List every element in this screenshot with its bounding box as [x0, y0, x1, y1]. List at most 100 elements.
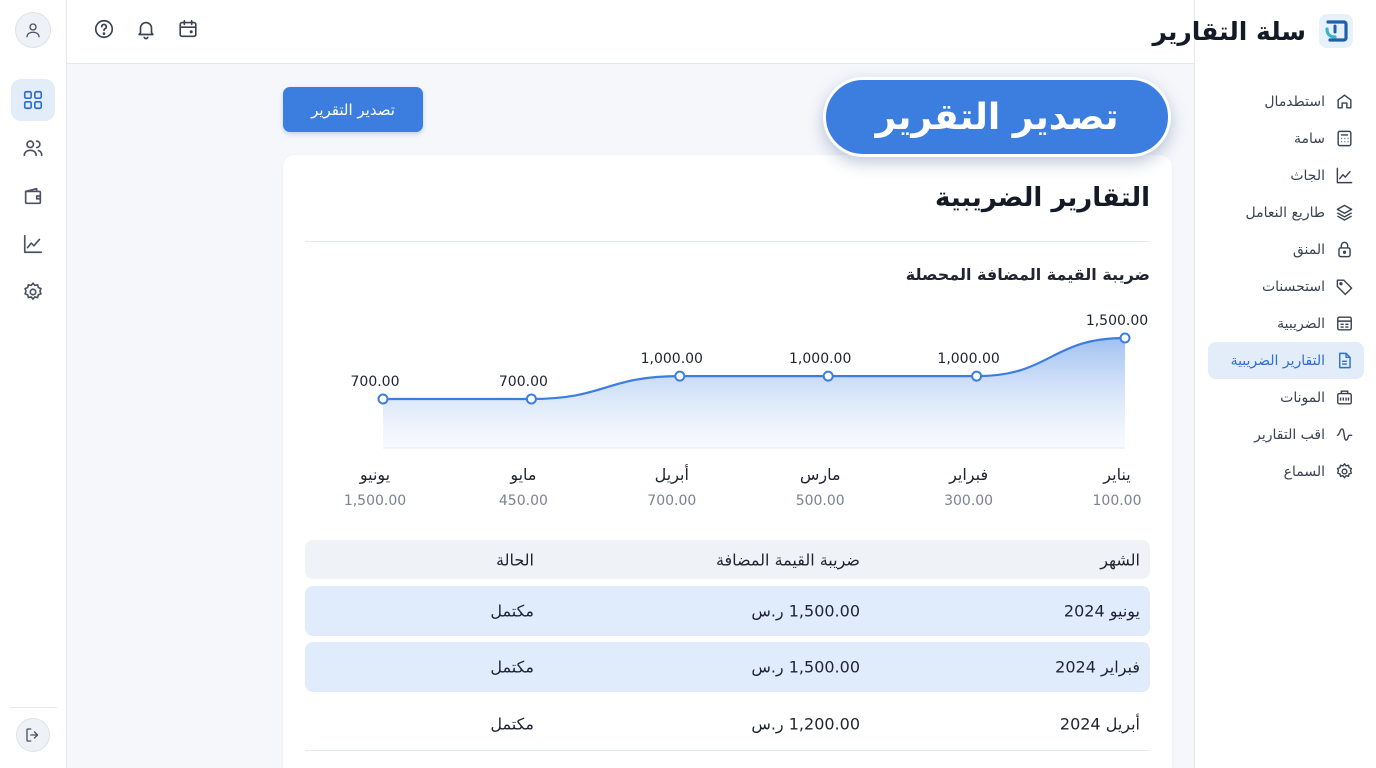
- rail-wallet-button[interactable]: [11, 175, 55, 217]
- x-sub-label: 300.00: [944, 493, 993, 509]
- sidebar-item-label: استحسنات: [1261, 278, 1325, 295]
- sidebar-item-label: المونات: [1280, 389, 1325, 406]
- rail-divider: [10, 707, 57, 708]
- data-point: [674, 370, 686, 382]
- export-report-callout-button[interactable]: تصدير التقرير: [823, 77, 1171, 157]
- data-label: 1,000.00: [641, 351, 703, 367]
- left-rail: [0, 0, 67, 768]
- x-tick-label: أبريل: [655, 464, 689, 485]
- title-divider: [305, 241, 1150, 242]
- page-title: التقارير الضريبية: [935, 183, 1150, 213]
- cell-month: يونيو 2024: [1063, 601, 1140, 621]
- sidebar-item-home[interactable]: استطدمال: [1208, 83, 1364, 120]
- top-bar: [67, 0, 1194, 64]
- data-label: 700.00: [499, 374, 548, 390]
- table-row[interactable]: أبريل 2024 1,200.00 ر.س مكتمل: [305, 698, 1150, 751]
- notifications-button[interactable]: [135, 18, 157, 40]
- sidebar-item-label: اقب التقارير: [1254, 426, 1325, 443]
- sidebar-item-inventory[interactable]: المونات: [1208, 379, 1364, 416]
- help-icon: [94, 19, 114, 39]
- x-sub-label: 100.00: [1093, 493, 1142, 509]
- brand-logo-icon: [1319, 14, 1353, 48]
- data-point: [822, 370, 834, 382]
- header-vat: ضريبة القيمة المضافة: [715, 550, 860, 569]
- gear-icon: [1336, 462, 1353, 479]
- sidebar-item-label: سامة: [1293, 130, 1325, 147]
- data-point: [377, 393, 389, 405]
- file-report-icon: [1339, 352, 1351, 369]
- receipt-icon: [1337, 316, 1352, 331]
- activity-icon: [1336, 428, 1353, 441]
- sidebar-item-charts[interactable]: الجاث: [1208, 157, 1364, 194]
- brand: سلة التقارير: [1152, 12, 1354, 50]
- sidebar-item-activity[interactable]: اقب التقارير: [1208, 416, 1364, 453]
- logout-icon: [26, 728, 39, 742]
- sidebar-item-label: الضريبية: [1277, 315, 1325, 332]
- chart-area-fill: [383, 338, 1125, 448]
- help-button[interactable]: [93, 18, 115, 40]
- sidebar-item-lock[interactable]: المنق: [1208, 231, 1364, 268]
- sidebar-item-calculator[interactable]: سامة: [1208, 120, 1364, 157]
- bell-icon: [138, 21, 154, 40]
- nav-list: استطدمال سامة الجاث طاريع النعامل المنق …: [1208, 83, 1364, 490]
- tax-reports-card: التقارير الضريبية ضريبة القيمة المضافة ا…: [283, 155, 1172, 768]
- table-row[interactable]: فبراير 2024 1,500.00 ر.س مكتمل: [305, 642, 1150, 692]
- data-point: [971, 370, 983, 382]
- chart-line-icon: [1336, 167, 1353, 184]
- sidebar-item-label: استطدمال: [1264, 93, 1325, 110]
- calendar-button[interactable]: [177, 18, 199, 40]
- inventory-icon: [1337, 390, 1352, 405]
- sidebar-item-tags[interactable]: استحسنات: [1208, 268, 1364, 305]
- x-tick-label: يناير: [1102, 465, 1130, 485]
- data-point: [1119, 332, 1131, 344]
- sidebar-item-transactions[interactable]: طاريع النعامل: [1208, 194, 1364, 231]
- sidebar-item-label: المنق: [1292, 241, 1325, 258]
- chart-title: ضريبة القيمة المضافة المحصلة: [905, 265, 1150, 284]
- chart-series-line: [383, 336, 1126, 401]
- brand-name: سلة التقارير: [1152, 16, 1306, 46]
- trend-icon: [23, 234, 43, 254]
- sidebar-item-settings[interactable]: السماع: [1208, 453, 1364, 490]
- cell-vat: 1,500.00 ر.س: [751, 657, 860, 677]
- table-header-row: الشهر ضريبة القيمة المضافة الحالة: [305, 540, 1150, 579]
- layers-icon: [1336, 204, 1353, 221]
- vat-table: الشهر ضريبة القيمة المضافة الحالة يونيو …: [305, 540, 1150, 751]
- cell-month: فبراير 2024: [1055, 657, 1140, 677]
- users-icon: [23, 140, 43, 157]
- table-row[interactable]: يونيو 2024 1,500.00 ر.س مكتمل: [305, 586, 1150, 636]
- data-label: 700.00: [351, 374, 400, 390]
- x-sub-label: 700.00: [647, 493, 696, 509]
- rail-settings-button[interactable]: [11, 271, 55, 313]
- tag-icon: [1336, 279, 1353, 296]
- sidebar-item-label: الجاث: [1290, 167, 1325, 184]
- rail-users-button[interactable]: [11, 127, 55, 169]
- vat-area-chart: 1,500.00 يناير 100.00 1,000.00 فبراير 300.00 1…: [344, 313, 1148, 509]
- x-sub-label: 500.00: [796, 493, 845, 509]
- x-sub-label: 450.00: [499, 493, 548, 509]
- sidebar-item-tax[interactable]: الضريبية: [1208, 305, 1364, 342]
- lock-icon: [1338, 241, 1351, 258]
- cell-status: مكتمل: [490, 714, 534, 734]
- cell-month: أبريل 2024: [1059, 714, 1140, 734]
- x-sub-label: 1,500.00: [344, 493, 406, 509]
- logout-button[interactable]: [16, 718, 50, 752]
- header-status: الحالة: [496, 550, 534, 569]
- cell-status: مكتمل: [490, 601, 534, 621]
- wallet-icon: [24, 187, 42, 205]
- export-report-button[interactable]: تصدير التقرير: [283, 87, 423, 132]
- x-tick-label: مارس: [800, 465, 841, 485]
- sidebar-item-tax-reports[interactable]: التقارير الضريبية: [1208, 342, 1364, 379]
- rail-trend-button[interactable]: [11, 223, 55, 265]
- user-icon: [26, 23, 40, 38]
- x-tick-label: مايو: [509, 465, 536, 485]
- calculator-icon: [1337, 130, 1352, 147]
- sidebar-item-label: طاريع النعامل: [1245, 204, 1325, 221]
- header-month: الشهر: [1100, 550, 1140, 569]
- user-avatar[interactable]: [15, 12, 51, 48]
- cell-vat: 1,500.00 ر.س: [751, 601, 860, 621]
- rail-dashboard-button[interactable]: [11, 79, 55, 121]
- x-tick-label: فبراير: [948, 465, 988, 485]
- dashboard-icon: [23, 90, 43, 110]
- cell-vat: 1,200.00 ر.س: [751, 714, 860, 734]
- data-label: 1,500.00: [1086, 313, 1148, 329]
